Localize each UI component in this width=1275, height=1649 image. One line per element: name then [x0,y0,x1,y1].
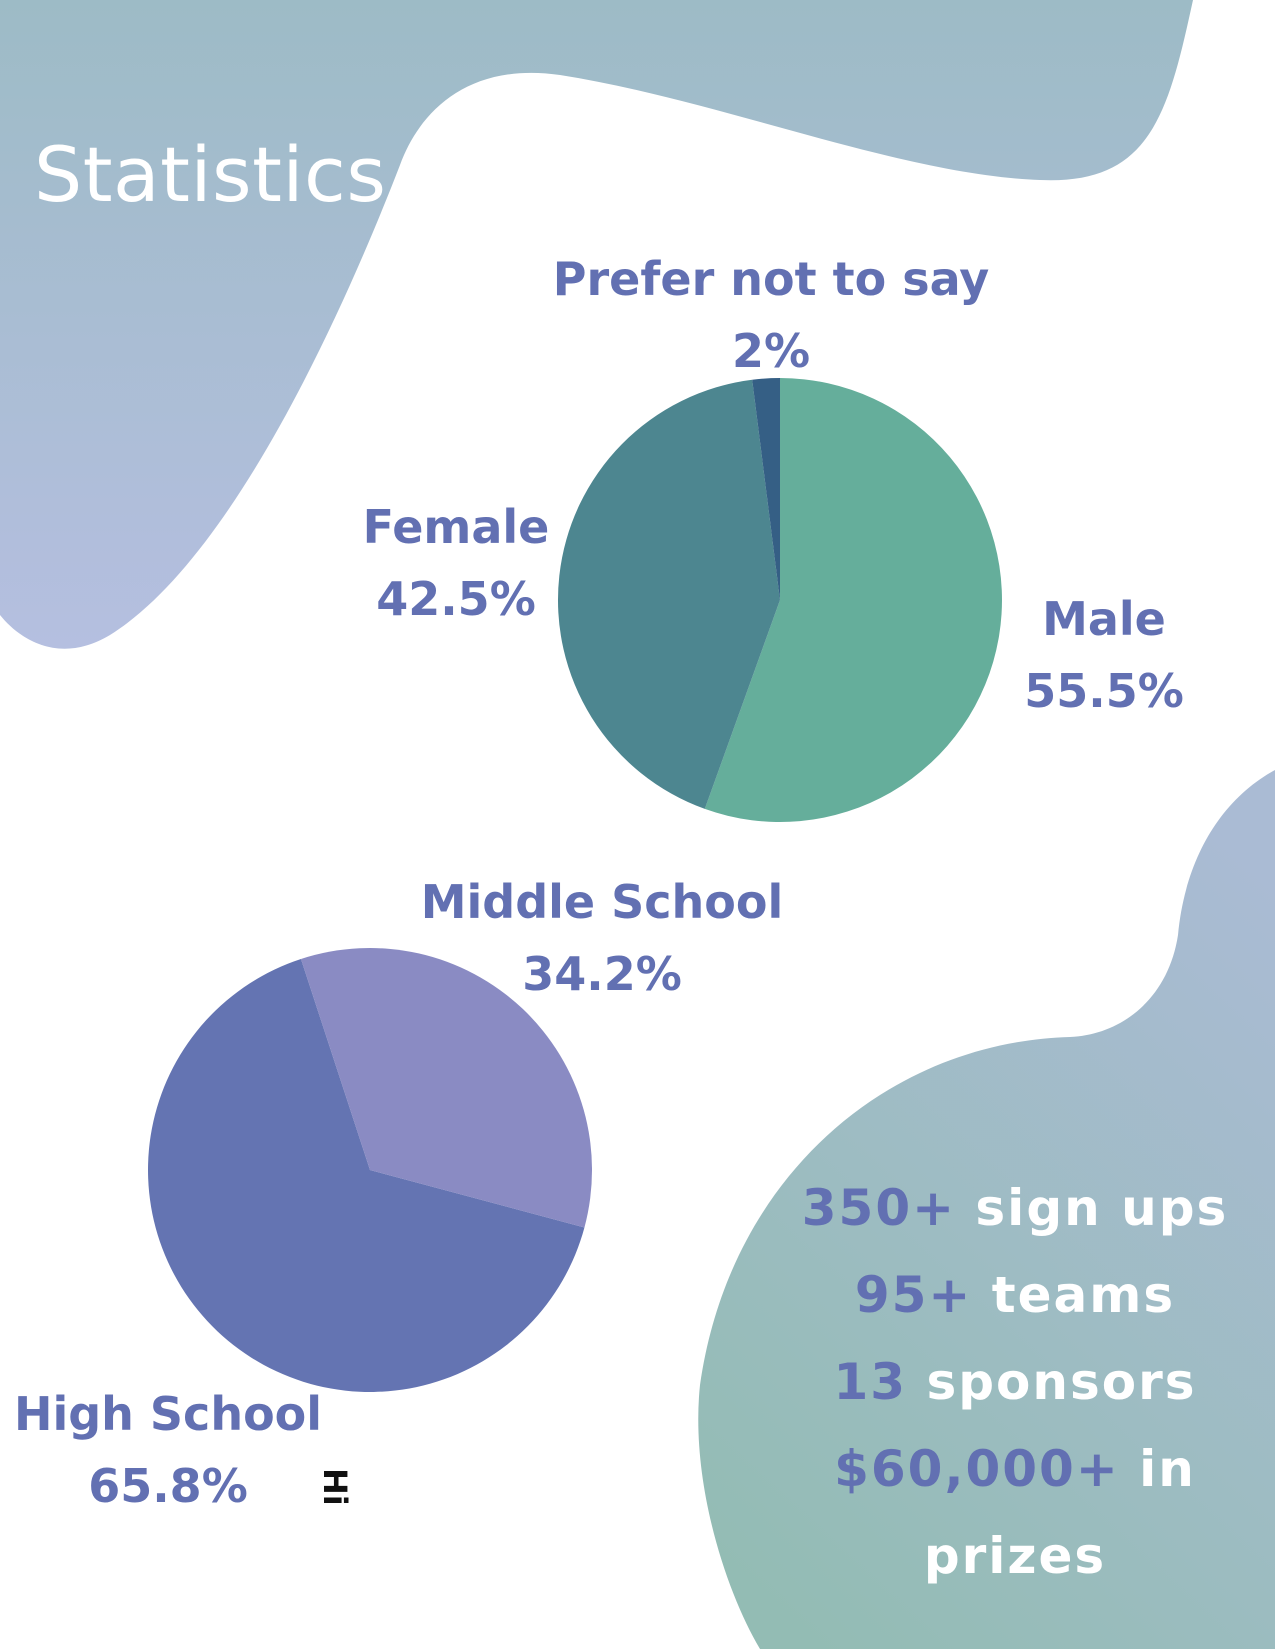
slice-label-name: High School [13,1387,323,1441]
pie-slice-female [557,379,780,809]
stat-sponsors: 13 sponsors [795,1339,1235,1426]
stat-sign-ups: 350+ sign ups [795,1165,1235,1252]
stray-text: Hi [318,1468,352,1506]
stat-text: sign ups [975,1179,1229,1237]
slice-label-name: Middle School [420,875,784,929]
slice-label-name: Prefer not to say [552,252,990,306]
gender-pie-chart [557,378,1002,822]
pie-slice-prefer-not-to-say [752,378,780,600]
slice-label-high-school: High School 65.8% [14,1378,322,1522]
stat-text: sponsors [926,1353,1197,1411]
stat-value: 350+ [801,1179,956,1237]
bottom-right-blob [698,770,1275,1649]
stat-teams: 95+ teams [795,1252,1235,1339]
slice-label-male: Male 55.5% [1024,583,1184,727]
stat-prizes: $60,000+ in [795,1426,1235,1513]
stat-prizes-continued: prizes [795,1513,1235,1600]
stat-value: 13 [833,1353,908,1411]
stat-value: 95+ [854,1266,973,1324]
slice-label-percent: 65.8% [88,1459,248,1513]
stats-summary: 350+ sign ups 95+ teams 13 sponsors $60,… [795,1165,1235,1600]
stat-text: in [1139,1440,1196,1498]
slice-label-name: Female [362,500,550,554]
slice-label-percent: 42.5% [376,572,536,626]
stat-text: teams [991,1266,1176,1324]
top-left-blob [0,0,1193,649]
pie-slice-high-school [148,959,585,1392]
stat-value: $60,000+ [834,1440,1120,1498]
slice-label-percent: 2% [731,324,811,378]
stray-text-fragment: Hi [318,1468,352,1516]
slice-label-female: Female 42.5% [363,491,550,635]
page-title: Statistics [34,130,387,219]
pie-slice-male [704,378,1002,822]
pie-slice-middle-school [300,948,593,1228]
stat-text: prizes [923,1527,1107,1585]
slice-label-middle-school: Middle School 34.2% [421,866,784,1010]
slice-label-percent: 34.2% [522,947,682,1001]
slice-label-name: Male [1042,592,1166,646]
education-pie-chart [148,948,593,1392]
slice-label-percent: 55.5% [1024,664,1184,718]
slice-label-prefer-not-to-say: Prefer not to say 2% [553,243,989,387]
